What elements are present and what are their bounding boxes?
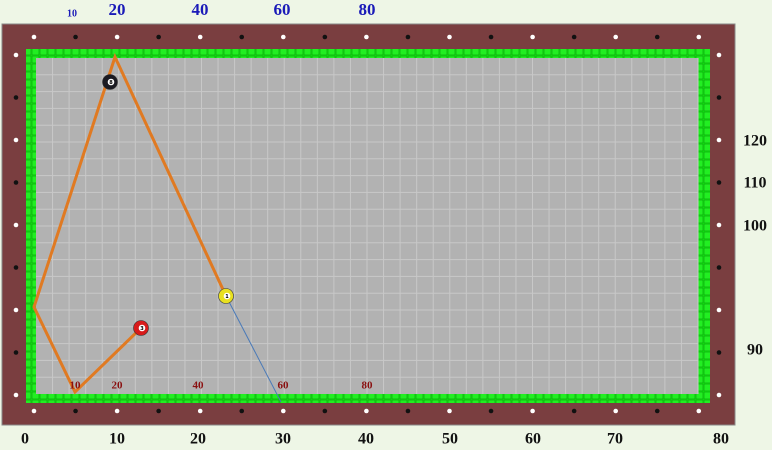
diamond <box>73 34 78 40</box>
inner-label: 40 <box>193 380 205 392</box>
diamond <box>447 408 452 414</box>
top-label: 40 <box>192 0 209 19</box>
inner-label: 20 <box>112 380 124 392</box>
right-label: 100 <box>743 218 767 235</box>
diamond <box>716 137 722 143</box>
diamonds <box>13 34 722 414</box>
diamond <box>281 34 286 40</box>
top-label: 80 <box>359 0 376 19</box>
diamond <box>716 95 722 100</box>
object-ball-path <box>225 295 282 403</box>
diamond <box>571 408 577 414</box>
diamond <box>716 52 722 58</box>
diamond <box>488 408 494 414</box>
diamond <box>156 34 161 40</box>
diamond <box>281 408 286 414</box>
diamond <box>364 408 369 414</box>
diamond <box>405 408 411 414</box>
diamond <box>31 408 37 414</box>
right-label: 120 <box>743 133 767 150</box>
diamond <box>716 180 722 185</box>
diamond <box>696 408 702 414</box>
ball-number: 3 <box>140 326 144 332</box>
right-label: 110 <box>743 175 766 192</box>
bottom-label: 20 <box>190 431 206 448</box>
diamond <box>716 350 722 355</box>
diamond <box>716 265 722 270</box>
diamond <box>13 137 19 143</box>
top-label: 20 <box>109 0 126 19</box>
diamond <box>197 408 203 414</box>
bottom-label: 40 <box>358 431 374 448</box>
ball-number: 8 <box>109 80 113 86</box>
diamond <box>613 408 618 414</box>
bottom-label: 0 <box>21 431 29 448</box>
top-label: 60 <box>274 0 291 19</box>
diamond <box>405 34 411 40</box>
diamond <box>13 180 19 185</box>
grid <box>36 58 699 394</box>
diamond <box>13 222 19 228</box>
diamond <box>530 408 535 414</box>
diamond <box>364 34 369 40</box>
diamond <box>654 34 660 40</box>
bottom-label: 30 <box>275 431 291 448</box>
diamond <box>322 34 328 40</box>
ball-spot <box>107 78 115 86</box>
diamond <box>31 34 37 40</box>
bottom-label: 70 <box>607 431 623 448</box>
inner-label: 60 <box>278 380 290 392</box>
diamond <box>13 350 19 355</box>
top-label: 10 <box>67 8 77 19</box>
diamond <box>716 222 722 228</box>
bottom-label: 50 <box>442 431 458 448</box>
diamond <box>197 34 203 40</box>
diamond <box>571 34 577 40</box>
diamond <box>13 307 19 313</box>
right-label: 90 <box>747 342 763 359</box>
diamond <box>156 408 161 414</box>
diamond <box>73 408 78 414</box>
ball-spot <box>223 292 231 300</box>
diamond <box>239 34 245 40</box>
bottom-label: 10 <box>109 431 125 448</box>
cue-ball-path <box>32 52 228 395</box>
diamond <box>716 307 722 313</box>
inner-label: 10 <box>70 380 82 392</box>
diamond <box>114 34 120 40</box>
diamond <box>530 34 535 40</box>
bottom-label: 80 <box>713 431 729 448</box>
diamond <box>447 34 452 40</box>
balls: 8 1 3 <box>102 74 234 336</box>
diamond <box>716 392 722 398</box>
diamond <box>13 95 19 100</box>
diamond <box>613 34 618 40</box>
diamond <box>696 34 702 40</box>
diamond <box>488 34 494 40</box>
inner-label: 80 <box>362 380 374 392</box>
diamond <box>114 408 120 414</box>
bottom-label: 60 <box>525 431 541 448</box>
ball-number: 1 <box>225 294 229 300</box>
diamond <box>322 408 328 414</box>
diamond <box>654 408 660 414</box>
ball-spot <box>138 324 146 332</box>
diamond <box>239 408 245 414</box>
diamond <box>13 52 19 58</box>
diamond <box>13 265 19 270</box>
diamond <box>13 392 19 398</box>
